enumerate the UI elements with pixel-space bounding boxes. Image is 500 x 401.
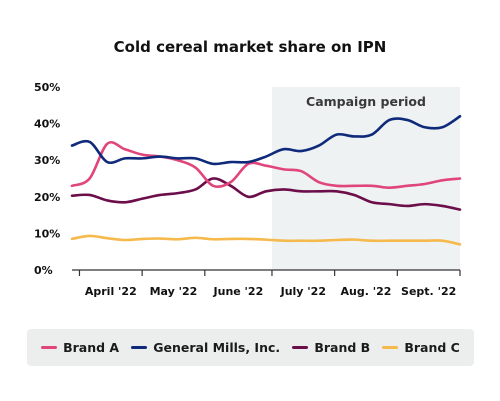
- chart-title: Cold cereal market share on IPN: [114, 38, 387, 56]
- legend-swatch-brand-c: [382, 346, 399, 349]
- x-tick-label: June '22: [213, 285, 264, 298]
- series-line-brand-c: [70, 234, 462, 246]
- legend-label: Brand A: [63, 340, 120, 355]
- x-tick-label: Sept. '22: [401, 285, 456, 298]
- campaign-period-region: [271, 87, 460, 270]
- legend-item-brand-b: Brand B: [292, 340, 370, 355]
- series-line-brand-a: [70, 140, 462, 189]
- series-line-brand-b: [70, 177, 462, 211]
- campaign-period-label: Campaign period: [306, 94, 426, 109]
- x-tick-label: May '22: [150, 285, 198, 298]
- y-tick-label: 40%: [34, 118, 60, 131]
- y-tick-label: 50%: [34, 81, 60, 94]
- y-tick-label: 10%: [34, 227, 60, 240]
- legend-label: Brand C: [404, 340, 460, 355]
- x-tick-label: Aug. '22: [341, 285, 392, 298]
- legend-label: General Mills, Inc.: [153, 340, 281, 355]
- legend-swatch-brand-a: [41, 346, 58, 349]
- legend-item-general-mills: General Mills, Inc.: [131, 340, 280, 355]
- legend-swatch-general-mills: [131, 346, 148, 349]
- series-line-general-mills-inc: [70, 114, 462, 166]
- legend-swatch-brand-b: [292, 346, 309, 349]
- legend: Brand A General Mills, Inc. Brand B Bran…: [27, 329, 474, 366]
- legend-item-brand-a: Brand A: [41, 340, 119, 355]
- x-tick-label: July '22: [280, 285, 326, 298]
- x-tick-label: April '22: [85, 285, 137, 298]
- y-tick-label: 20%: [34, 191, 60, 204]
- y-tick-label: 30%: [34, 154, 60, 167]
- legend-item-brand-c: Brand C: [382, 340, 460, 355]
- y-tick-label: 0%: [34, 264, 53, 277]
- legend-label: Brand B: [314, 340, 371, 355]
